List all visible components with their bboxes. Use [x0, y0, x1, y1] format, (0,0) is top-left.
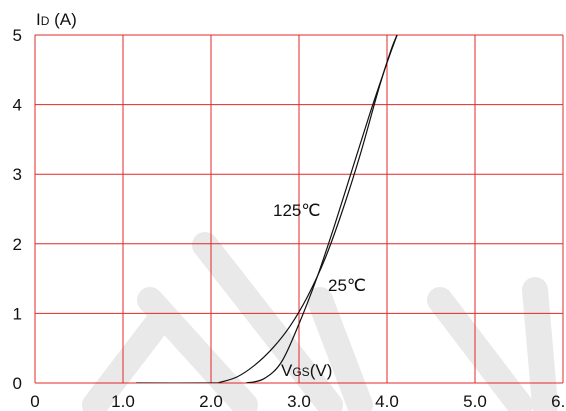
x-tick-label: 1.0 — [111, 392, 135, 411]
y-tick-label: 3 — [13, 165, 22, 184]
grid — [34, 34, 564, 384]
watermark — [82, 232, 558, 411]
x-tick-label: 0 — [30, 392, 39, 411]
x-tick-label: 5.0 — [463, 392, 487, 411]
curve-125c — [136, 35, 398, 383]
y-axis-label: ID (A) — [36, 10, 77, 29]
series-label-125c: 125℃ — [273, 201, 320, 220]
tick-labels: 0 1.0 2.0 3.0 4.0 5.0 6.0 0 1 2 3 4 5 — [13, 26, 566, 411]
curve-25c — [246, 35, 398, 383]
x-tick-label: 2.0 — [199, 392, 223, 411]
y-tick-label: 5 — [13, 26, 22, 45]
x-tick-label: 4.0 — [375, 392, 399, 411]
x-axis-label: VGS(V) — [281, 361, 332, 380]
series-label-25c: 25℃ — [328, 276, 366, 295]
y-tick-label: 1 — [13, 304, 22, 323]
x-tick-label: 3.0 — [287, 392, 311, 411]
curves — [136, 35, 398, 383]
y-tick-label: 2 — [13, 235, 22, 254]
y-tick-label: 0 — [13, 374, 22, 393]
x-tick-label: 6.0 — [551, 392, 566, 411]
y-tick-label: 4 — [13, 96, 22, 115]
